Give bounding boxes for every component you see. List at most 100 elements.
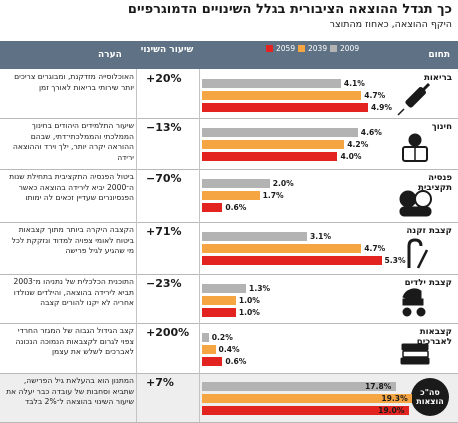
legend-item-2059: 2059 — [266, 44, 295, 53]
data-label-2059: 19.0% — [378, 405, 405, 415]
bar-2039 — [202, 244, 362, 253]
data-label-2009: 2.0% — [272, 178, 294, 188]
page-title: כך תגדל ההוצאה הציבורית בגלל השינויים הד… — [127, 2, 452, 17]
page-subtitle: היקף ההוצאה, כאחוז מהתוצר — [329, 19, 452, 30]
row-separator — [0, 222, 458, 223]
total-badge: סה"כ הוצאות — [411, 378, 449, 416]
books-icon — [400, 343, 430, 365]
column-divider — [136, 169, 137, 222]
data-label-2039: 4.7% — [364, 90, 386, 100]
row-separator — [0, 274, 458, 275]
category-label: קצבת זקנה — [406, 226, 452, 236]
legend-label-2059: 2059 — [276, 44, 296, 53]
column-divider — [199, 169, 200, 222]
bar-2009 — [202, 333, 209, 342]
category-label: קצבת ילדים — [404, 278, 452, 288]
note-text: התוכנית הכלכלית של נתניהו מ־2003 תביא לי… — [13, 277, 134, 307]
bar-2039 — [202, 296, 236, 305]
cane-icon — [407, 238, 429, 269]
bar-2059 — [202, 203, 223, 212]
bar-2059 — [202, 357, 223, 366]
data-label-2039: 1.0% — [238, 295, 260, 305]
category-label: בריאות — [423, 73, 452, 83]
elderly-couple-icon — [399, 190, 432, 217]
category-label: פנסיה תקציבית — [418, 173, 452, 193]
category-label: קצבאות לאברכים — [416, 327, 452, 347]
note-text: שיעור התלמידים היהודים בחינוך הממלכתי וה… — [12, 121, 134, 162]
data-label-2039: 1.7% — [262, 190, 284, 200]
column-divider — [136, 222, 137, 274]
legend-item-2039: 2039 — [298, 44, 327, 53]
change-value: +200% — [146, 326, 190, 339]
data-label-2059: 1.0% — [238, 307, 260, 317]
column-header-note: הערה — [98, 50, 122, 60]
bar-2009 — [202, 232, 307, 241]
note-text: הקצבה היקרה ביותר מתוך קצבאות ביטוח לאומ… — [11, 225, 134, 255]
category-label: חינוך — [431, 122, 452, 132]
bar-2009 — [202, 179, 270, 188]
column-divider — [136, 118, 137, 169]
change-value: −70% — [146, 172, 182, 185]
column-divider — [199, 373, 200, 423]
change-value: −13% — [146, 121, 182, 134]
bar-2059 — [202, 308, 236, 317]
change-value: +7% — [146, 376, 174, 389]
data-label-2009: 4.6% — [360, 127, 382, 137]
bar-2039 — [202, 394, 413, 403]
column-divider — [136, 373, 137, 423]
bar-2009 — [202, 284, 247, 293]
row-separator — [0, 373, 458, 374]
data-label-2009: 4.1% — [343, 78, 365, 88]
data-label-2039: 4.7% — [364, 243, 386, 253]
bar-2059 — [202, 103, 368, 112]
bar-2009 — [202, 128, 358, 137]
bar-2039 — [202, 345, 216, 354]
data-label-2039: 19.3% — [381, 393, 408, 403]
note-text: ביטול הפנסיה התקציבית בתחילת שנות ה־2000… — [9, 172, 134, 202]
data-label-2059: 0.6% — [225, 202, 247, 212]
note-text: המתנון הוא בהעלאת גיל הפרישה, שתביא וסחב… — [6, 376, 134, 406]
baby-stroller-icon — [402, 288, 426, 317]
legend-label-2009: 2009 — [340, 44, 360, 53]
column-divider — [199, 69, 200, 118]
column-divider — [136, 323, 137, 373]
note-text: קצב הגידול הגבוה של המגזר החרדי צפוי לגר… — [15, 326, 134, 356]
bar-2039 — [202, 140, 345, 149]
note-text: האוכלוסייה מזדקנת, ומבוגרים צריכים יותר … — [14, 72, 134, 92]
row-separator — [0, 323, 458, 324]
column-divider — [199, 222, 200, 274]
row-separator — [0, 118, 458, 119]
data-label-2059: 5.3% — [384, 255, 406, 265]
change-value: +71% — [146, 225, 182, 238]
column-divider — [199, 118, 200, 169]
legend-label-2039: 2039 — [308, 44, 328, 53]
bar-2059 — [202, 256, 382, 265]
legend-swatch-2009 — [330, 45, 337, 52]
legend-swatch-2039 — [298, 45, 305, 52]
change-value: −23% — [146, 277, 182, 290]
column-divider — [199, 323, 200, 373]
data-label-2009: 17.8% — [365, 381, 392, 391]
column-header-bar — [0, 41, 458, 69]
data-label-2059: 4.9% — [370, 102, 393, 112]
row-separator — [0, 169, 458, 170]
bar-2059 — [202, 152, 338, 161]
bar-2009 — [202, 79, 341, 88]
data-label-2039: 4.2% — [347, 139, 369, 149]
column-header-change: שיעור השינוי — [140, 45, 194, 55]
data-label-2059: 0.6% — [225, 356, 247, 366]
legend-swatch-2059 — [266, 45, 273, 52]
legend-item-2009: 2009 — [330, 44, 359, 53]
data-label-2039: 0.4% — [218, 344, 240, 354]
column-divider — [136, 69, 137, 118]
column-divider — [199, 274, 200, 323]
reading-child-icon — [402, 133, 428, 162]
bar-2039 — [202, 191, 260, 200]
bar-2039 — [202, 91, 362, 100]
bar-2059 — [202, 406, 410, 415]
change-value: +20% — [146, 72, 182, 85]
data-label-2009: 0.2% — [211, 332, 233, 342]
syringe-icon — [397, 82, 431, 116]
